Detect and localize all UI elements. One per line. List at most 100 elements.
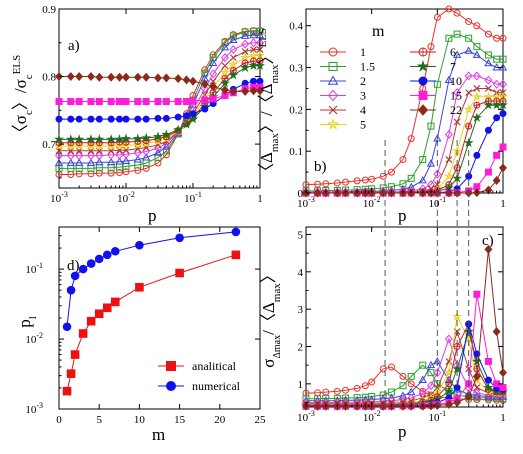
panel-d-xlabel: m xyxy=(152,425,165,444)
panel-d-legend-label-analitical: analitical xyxy=(192,359,237,373)
panel-b-point-m1 xyxy=(342,178,350,186)
panel-a-point-m15 xyxy=(183,98,191,106)
panel-a-point-m1_5 xyxy=(221,39,229,47)
panel-b-ytick-label: 0.4 xyxy=(289,21,303,33)
panel-a-point-m10 xyxy=(122,115,130,123)
panel-b-point-m3 xyxy=(499,79,507,89)
panel-b-ylabel: 〈Δmax〉/〈Δmax〉ELS xyxy=(257,28,281,180)
panel-c-letter: c) xyxy=(482,233,494,249)
panel-b-xlabel: p xyxy=(398,206,407,225)
panel-a-point-m22 xyxy=(154,73,162,83)
panel-d-xtick-label: 10 xyxy=(134,414,146,426)
panel-c-point-m2 xyxy=(426,360,436,369)
panel-a-point-m2 xyxy=(95,157,104,166)
panel-a-point-m22 xyxy=(249,86,258,96)
panel-a-point-m1_5 xyxy=(209,54,217,62)
legend-label-m5: 5 xyxy=(360,118,366,132)
panel-a-line-m7 xyxy=(59,65,260,140)
panel-c-point-m1 xyxy=(368,378,376,386)
panel-a-point-m10 xyxy=(134,115,142,123)
panel-c-point-m5 xyxy=(452,311,463,321)
panel-c-point-m7 xyxy=(483,382,494,392)
panel-a-point-m1 xyxy=(142,164,150,172)
panel-c-point-m3 xyxy=(427,381,435,391)
panel-c-point-m1 xyxy=(379,365,387,373)
panel-a-point-m2 xyxy=(66,158,75,166)
panel-c-ytick-label: 2 xyxy=(298,342,304,354)
panel-a-point-m2 xyxy=(249,30,258,39)
panel-a-xtick-label: 10-3 xyxy=(50,190,68,205)
panel-b-point-m1_5 xyxy=(473,43,481,51)
panel-c-point-m1 xyxy=(361,382,369,390)
panel-a-point-m5 xyxy=(219,67,230,77)
panel-a-point-m22 xyxy=(122,72,130,82)
panel-d-point-analitical xyxy=(231,250,241,260)
legend-marker-m15 xyxy=(418,91,428,100)
panel-a-point-m22 xyxy=(115,72,124,82)
panel-a-point-m22 xyxy=(162,73,171,83)
panel-a-point-m4 xyxy=(250,46,257,53)
panel-a-point-m3 xyxy=(249,38,258,48)
panel-d-series-analitical xyxy=(62,250,241,396)
panel-b-point-m1 xyxy=(499,34,507,42)
panel-b-point-m10 xyxy=(473,151,481,159)
panel-a-point-m1 xyxy=(116,168,124,176)
panel-c-point-m22 xyxy=(444,399,453,409)
panel-a-point-m3 xyxy=(209,69,218,79)
panel-c-point-m15 xyxy=(499,384,507,392)
panel-b-point-m2 xyxy=(464,46,473,54)
legend-item-m4: 4 xyxy=(320,103,366,117)
panel-a-point-m2 xyxy=(229,35,238,43)
panel-a: a) p 〈σc〉/σcELS 10-3 10-2 10-1 1 0.7 0.8 0.9 xyxy=(11,4,266,225)
panel-b-point-m22 xyxy=(499,163,507,173)
panel-a-point-m22 xyxy=(95,72,104,82)
panel-d-ylabel: pl xyxy=(15,316,39,328)
panel-a-point-m15 xyxy=(189,97,197,105)
panel-b-line-m7 xyxy=(306,104,503,194)
panel-a-point-m22 xyxy=(174,74,183,84)
panel-a-point-m2 xyxy=(121,156,131,164)
panel-b-point-m2 xyxy=(498,63,508,71)
legend-label-m22: 22 xyxy=(450,103,462,117)
panel-b-point-m1_5 xyxy=(433,80,441,88)
panel-c-point-m5 xyxy=(471,374,482,385)
panel-d-point-analitical xyxy=(86,316,96,326)
panel-b-point-m22 xyxy=(444,188,453,198)
panel-a-point-m22 xyxy=(182,75,191,85)
panel-b-point-m1_5 xyxy=(499,55,507,63)
panel-d-point-analitical xyxy=(62,386,72,396)
panel-a-point-m3 xyxy=(256,38,264,48)
panel-b-point-m5 xyxy=(471,91,482,102)
panel-a-point-m22 xyxy=(87,72,95,82)
panel-d-xtick-label: 20 xyxy=(214,414,226,426)
panel-b-point-m1_5 xyxy=(427,122,435,130)
panel-d-ytick-label: 10-3 xyxy=(25,401,43,416)
panel-a-point-m15 xyxy=(95,98,103,106)
panel-b-point-m3 xyxy=(464,71,473,81)
panel-a-point-m10 xyxy=(201,105,209,113)
panel-b-point-m1 xyxy=(433,13,441,21)
panel-d-letter: d) xyxy=(67,258,80,274)
panel-a-point-m10 xyxy=(55,115,63,123)
panel-b-xtick-label: 1 xyxy=(500,198,506,210)
panel-b-point-m10 xyxy=(499,110,507,118)
panel-c-point-m1 xyxy=(333,387,341,395)
panel-d-legend-item-numerical: numerical xyxy=(158,379,241,393)
panel-a-point-m1 xyxy=(134,166,142,174)
panel-a-point-m2 xyxy=(220,43,230,51)
panel-a-point-m7 xyxy=(132,133,143,143)
panel-a-point-m7 xyxy=(54,134,64,144)
panel-a-point-m10 xyxy=(75,115,83,123)
panel-d-point-analitical xyxy=(110,297,120,307)
panel-a-point-m3 xyxy=(241,39,250,49)
panel-a-point-m22 xyxy=(200,79,209,89)
panel-c-point-m22 xyxy=(313,401,322,411)
panel-d-legend-marker-analitical xyxy=(166,361,176,371)
panel-a-line-m3 xyxy=(59,42,260,157)
legend-marker-m10 xyxy=(418,76,428,86)
panel-a-point-m10 xyxy=(107,115,115,123)
panel-b-point-m2 xyxy=(492,63,501,71)
panel-a-point-m5 xyxy=(114,140,125,151)
panel-a-point-m4 xyxy=(221,62,229,70)
